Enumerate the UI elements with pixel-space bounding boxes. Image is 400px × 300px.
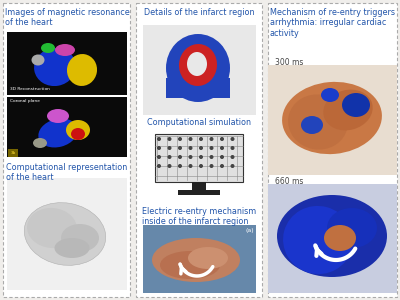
Circle shape xyxy=(200,147,202,149)
Bar xyxy=(143,130,256,202)
Ellipse shape xyxy=(324,225,356,251)
Circle shape xyxy=(168,156,171,158)
Circle shape xyxy=(221,138,223,140)
Text: Electric re-entry mechanism
inside of the infarct region: Electric re-entry mechanism inside of th… xyxy=(142,207,256,226)
Bar xyxy=(143,25,256,115)
Text: Mechanism of re-entry triggers
arrhythmia: irregular cardiac
activity: Mechanism of re-entry triggers arrhythmi… xyxy=(270,8,394,38)
Circle shape xyxy=(231,138,234,140)
Ellipse shape xyxy=(67,54,97,86)
Circle shape xyxy=(158,156,160,158)
FancyBboxPatch shape xyxy=(136,3,262,297)
Circle shape xyxy=(231,156,234,158)
Circle shape xyxy=(189,138,192,140)
Circle shape xyxy=(179,156,181,158)
Circle shape xyxy=(158,138,160,140)
FancyBboxPatch shape xyxy=(268,3,397,297)
Ellipse shape xyxy=(288,94,348,150)
Circle shape xyxy=(210,147,213,149)
Text: 3D Reconstruction: 3D Reconstruction xyxy=(10,87,50,91)
Ellipse shape xyxy=(188,247,228,269)
Ellipse shape xyxy=(61,224,99,252)
Ellipse shape xyxy=(55,44,75,56)
Circle shape xyxy=(210,156,213,158)
Bar xyxy=(143,225,256,293)
Ellipse shape xyxy=(327,208,377,248)
Ellipse shape xyxy=(38,118,78,148)
Bar xyxy=(178,190,220,195)
Circle shape xyxy=(189,147,192,149)
Ellipse shape xyxy=(187,52,207,76)
Ellipse shape xyxy=(32,55,44,65)
Bar xyxy=(166,78,230,98)
Ellipse shape xyxy=(342,93,370,117)
Ellipse shape xyxy=(179,44,217,86)
Circle shape xyxy=(158,147,160,149)
Text: Coronal plane: Coronal plane xyxy=(10,99,40,103)
Ellipse shape xyxy=(66,120,90,140)
Bar xyxy=(7,32,127,95)
Bar xyxy=(192,182,206,190)
Bar xyxy=(7,178,127,290)
Circle shape xyxy=(189,165,192,167)
Circle shape xyxy=(221,147,223,149)
Bar xyxy=(268,184,397,293)
Bar xyxy=(8,149,18,157)
Circle shape xyxy=(231,147,234,149)
Ellipse shape xyxy=(301,116,323,134)
Bar xyxy=(7,97,127,157)
Ellipse shape xyxy=(283,206,353,274)
Circle shape xyxy=(221,156,223,158)
Circle shape xyxy=(200,156,202,158)
Circle shape xyxy=(200,165,202,167)
Ellipse shape xyxy=(33,138,47,148)
Circle shape xyxy=(179,165,181,167)
Text: Images of magnetic resonance
of the heart: Images of magnetic resonance of the hear… xyxy=(5,8,129,27)
Circle shape xyxy=(231,165,234,167)
Circle shape xyxy=(179,138,181,140)
Text: (a): (a) xyxy=(246,228,255,233)
Ellipse shape xyxy=(34,48,76,86)
Circle shape xyxy=(210,138,213,140)
Circle shape xyxy=(168,147,171,149)
Text: 660 ms: 660 ms xyxy=(275,177,303,186)
Ellipse shape xyxy=(166,34,230,102)
Text: Computational simulation: Computational simulation xyxy=(147,118,251,127)
Circle shape xyxy=(168,138,171,140)
Ellipse shape xyxy=(24,203,106,265)
Text: Details of the infarct region: Details of the infarct region xyxy=(144,8,254,17)
Ellipse shape xyxy=(54,238,90,258)
Ellipse shape xyxy=(323,90,373,130)
Ellipse shape xyxy=(282,82,382,154)
FancyBboxPatch shape xyxy=(3,3,130,297)
Ellipse shape xyxy=(321,88,339,102)
Ellipse shape xyxy=(160,251,220,279)
Text: 3b: 3b xyxy=(10,151,16,155)
Circle shape xyxy=(158,165,160,167)
Text: 300 ms: 300 ms xyxy=(275,58,303,67)
Circle shape xyxy=(189,156,192,158)
Bar xyxy=(268,65,397,175)
Circle shape xyxy=(200,138,202,140)
Ellipse shape xyxy=(277,195,387,277)
Circle shape xyxy=(221,165,223,167)
Ellipse shape xyxy=(41,43,55,53)
Circle shape xyxy=(210,165,213,167)
Ellipse shape xyxy=(152,238,240,282)
Ellipse shape xyxy=(47,109,69,123)
Bar xyxy=(155,134,243,182)
Text: Computational representation
of the heart: Computational representation of the hear… xyxy=(6,163,128,182)
Ellipse shape xyxy=(27,208,77,248)
Circle shape xyxy=(179,147,181,149)
Ellipse shape xyxy=(71,128,85,140)
Circle shape xyxy=(168,165,171,167)
